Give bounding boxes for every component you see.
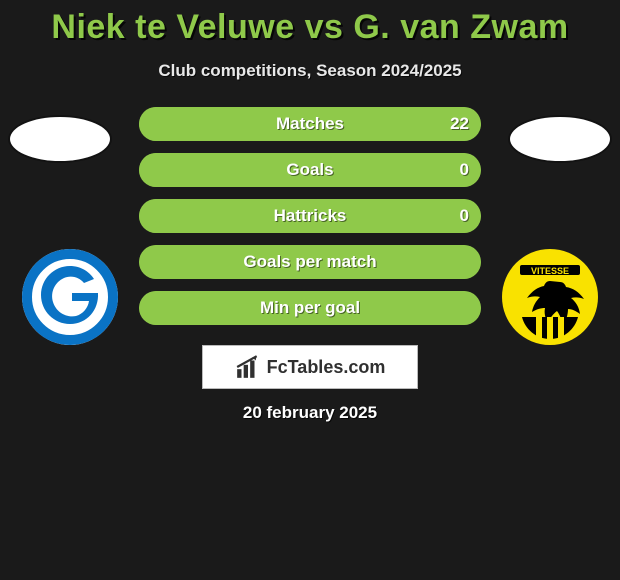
stat-value-right: 0: [460, 153, 469, 187]
player1-name: Niek te Veluwe: [51, 8, 294, 46]
player1-photo: [10, 117, 110, 161]
stat-bar: Matches22: [139, 107, 481, 141]
stat-value-right: 22: [450, 107, 469, 141]
stat-bars: Matches22 Goals0 Hattricks0 Goals per match…: [139, 107, 481, 337]
stat-bar: Goals per match: [139, 245, 481, 279]
player2-photo: [510, 117, 610, 161]
stat-fill-right: [139, 107, 481, 141]
stat-fill-left: [139, 245, 310, 279]
player2-name: G. van Zwam: [353, 8, 568, 46]
comparison-body: VITESSE Matches22 Goals0 Hattricks0 Goals p…: [0, 107, 620, 337]
stat-fill-right: [139, 199, 481, 233]
stat-fill-right: [310, 291, 481, 325]
comparison-card: Niek te Veluwe vs G. van Zwam Club compe…: [0, 0, 620, 580]
stat-bar: Min per goal: [139, 291, 481, 325]
brand-box[interactable]: FcTables.com: [202, 345, 418, 389]
stat-fill-right: [139, 153, 481, 187]
bars-rising-icon: [235, 354, 261, 380]
title-vs: vs: [305, 8, 344, 46]
stat-bar: Goals0: [139, 153, 481, 187]
stat-bar: Hattricks0: [139, 199, 481, 233]
stat-fill-right: [310, 245, 481, 279]
brand-text: FcTables.com: [267, 357, 386, 378]
stat-fill-left: [139, 291, 310, 325]
snapshot-date: 20 february 2025: [0, 403, 620, 423]
stat-value-right: 0: [460, 199, 469, 233]
season-subtitle: Club competitions, Season 2024/2025: [0, 61, 620, 81]
comparison-title: Niek te Veluwe vs G. van Zwam: [0, 8, 620, 47]
svg-text:VITESSE: VITESSE: [531, 266, 569, 276]
club-left-badge: [20, 247, 120, 347]
club-right-badge: VITESSE: [500, 247, 600, 347]
